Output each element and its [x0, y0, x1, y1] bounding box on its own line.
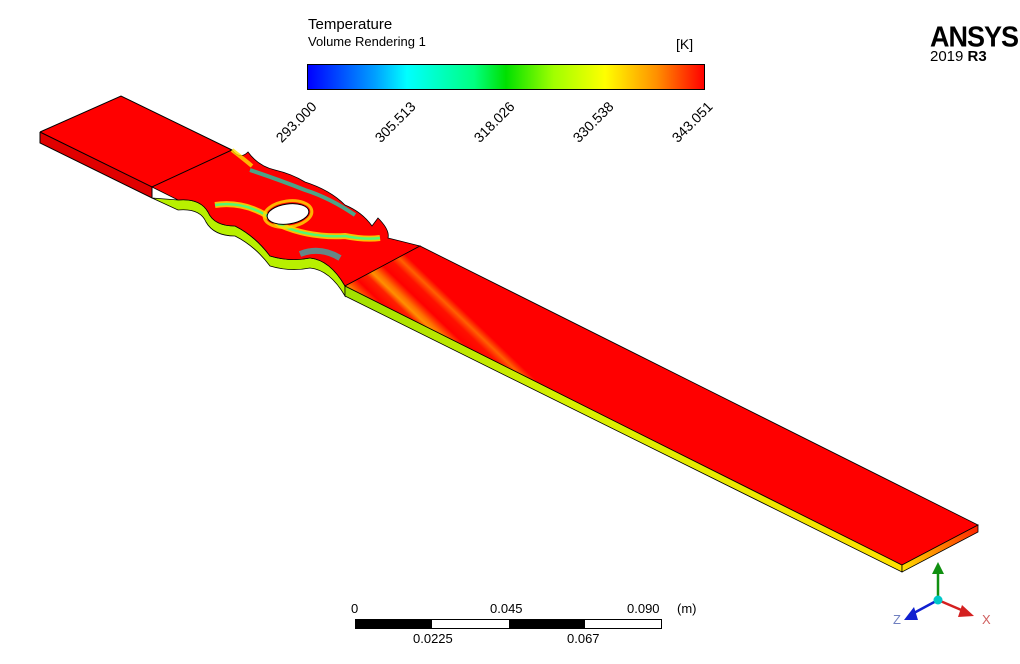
legend-title: Temperature — [308, 16, 393, 33]
temperature-colorbar — [307, 64, 705, 90]
strip-side-face — [344, 285, 903, 573]
scale-segment — [356, 620, 432, 628]
strip-top-face — [344, 245, 979, 566]
ansys-version: 2019 R3 — [930, 48, 987, 65]
scale-label-mid: 0.045 — [490, 601, 523, 616]
version-release: R3 — [967, 48, 987, 65]
axis-x-label: X — [982, 612, 991, 627]
legend-subtitle: Volume Rendering 1 — [308, 34, 426, 49]
tab-top-face — [40, 96, 232, 187]
scale-segment — [509, 620, 585, 628]
tab-side-face — [40, 132, 152, 198]
scale-label-quarter: 0.0225 — [413, 631, 453, 646]
scale-label-0: 0 — [351, 601, 359, 616]
axis-triad — [904, 562, 974, 620]
scale-label-max: 0.090 — [627, 601, 660, 616]
ansys-logo: ANSYS — [930, 21, 1019, 53]
neck-hole — [266, 203, 310, 225]
version-year: 2019 — [930, 48, 964, 65]
strip-end-face — [901, 524, 979, 573]
legend-unit: [K] — [676, 36, 694, 52]
scale-unit: (m) — [677, 601, 697, 616]
axis-z-label: Z — [893, 612, 901, 627]
scale-label-three-quarter: 0.067 — [567, 631, 600, 646]
scale-bar — [355, 619, 662, 629]
